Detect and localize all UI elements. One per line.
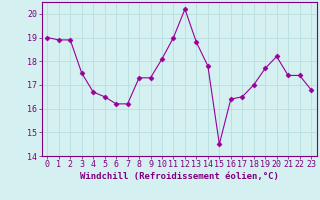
X-axis label: Windchill (Refroidissement éolien,°C): Windchill (Refroidissement éolien,°C) [80,172,279,181]
